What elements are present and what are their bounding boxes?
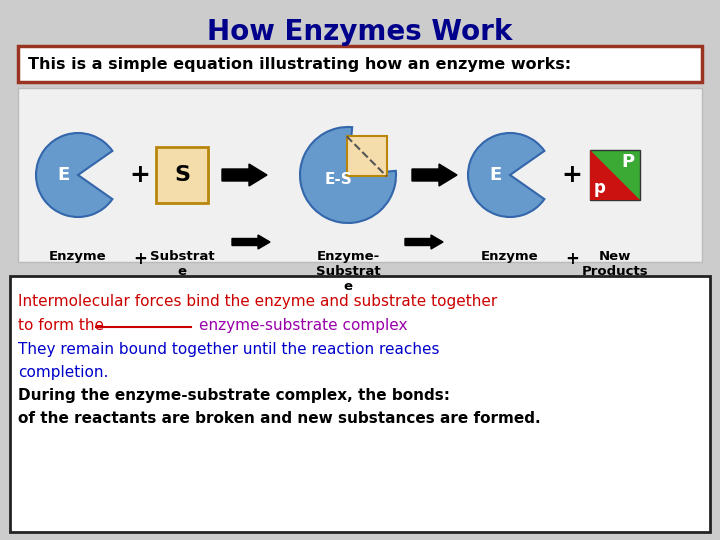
FancyArrow shape [412,164,457,186]
Text: Intermolecular forces bind the enzyme and substrate together: Intermolecular forces bind the enzyme an… [18,294,498,309]
Text: S: S [174,165,190,185]
FancyArrow shape [222,164,267,186]
Text: +: + [562,163,582,187]
Bar [346,136,387,177]
Text: Enzyme: Enzyme [481,250,539,263]
Text: p: p [594,179,606,197]
Text: +: + [133,250,147,268]
Text: Enzyme-
Substrat
e: Enzyme- Substrat e [315,250,380,293]
FancyBboxPatch shape [156,147,208,203]
Text: They remain bound together until the reaction reaches: They remain bound together until the rea… [18,342,439,357]
Text: +: + [565,250,579,268]
Text: How Enzymes Work: How Enzymes Work [207,18,513,46]
Text: This is a simple equation illustrating how an enzyme works:: This is a simple equation illustrating h… [28,57,571,71]
Bar [590,150,640,200]
Wedge shape [468,133,544,217]
Text: New
Products: New Products [582,250,648,278]
Text: E: E [57,166,69,184]
Text: E-S: E-S [324,172,352,187]
FancyBboxPatch shape [18,46,702,82]
Text: Enzyme: Enzyme [49,250,107,263]
Text: of the reactants are broken and new substances are formed.: of the reactants are broken and new subs… [18,411,541,426]
Text: E: E [489,166,501,184]
Wedge shape [36,133,112,217]
Text: +: + [130,163,150,187]
FancyBboxPatch shape [18,88,702,262]
Text: P: P [621,153,634,171]
Text: to form the: to form the [18,318,109,333]
Wedge shape [300,127,396,223]
Polygon shape [590,150,640,200]
FancyArrow shape [232,235,270,249]
Text: During the enzyme-substrate complex, the bonds:: During the enzyme-substrate complex, the… [18,388,450,403]
Text: enzyme-substrate complex: enzyme-substrate complex [199,318,408,333]
Text: Substrat
e: Substrat e [150,250,215,278]
FancyBboxPatch shape [10,276,710,532]
FancyArrow shape [405,235,443,249]
Text: completion.: completion. [18,365,109,380]
